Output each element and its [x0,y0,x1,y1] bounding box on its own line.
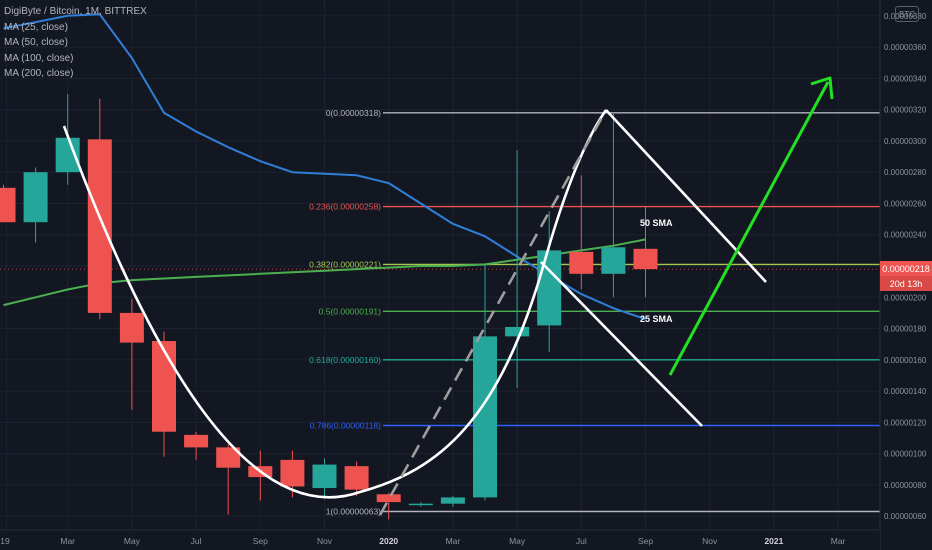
green-arrow-shaft [668,81,830,376]
current-price-badge: 0.00000218 [880,261,932,276]
fib-level-label: 0.618(0.00000160) [309,355,381,365]
candle-body[interactable] [633,248,658,270]
channel-line-lower [540,261,703,427]
sma-annotation: 50 SMA [640,218,673,228]
countdown-badge: 20d 13h [880,276,932,291]
price-tick-label: 0.00000320 [884,106,927,115]
time-tick-label: Jul [576,536,587,546]
time-tick-label: Mar [60,536,75,546]
candle-body[interactable] [280,459,305,487]
indicator-ma100[interactable]: MA (100, close) [4,52,74,64]
currency-toggle-button[interactable]: BTC [895,6,919,22]
price-tick-label: 0.00000260 [884,199,927,208]
candle-body[interactable] [408,503,433,506]
candle-body[interactable] [440,497,465,504]
candle-body[interactable] [505,326,530,337]
candle-body[interactable] [376,494,401,503]
indicator-ma200[interactable]: MA (200, close) [4,68,74,79]
price-tick-label: 0.00000140 [884,387,927,396]
price-tick-label: 0.00000380 [884,12,927,21]
fib-level-label: 0.382(0.00000221) [309,259,381,269]
symbol-title[interactable]: DigiByte / Bitcoin, 1M, BITTREX [4,6,147,17]
candle-body[interactable] [601,247,626,274]
candle-body[interactable] [184,434,209,448]
price-tick-label: 0.00000100 [884,450,927,459]
time-tick-label: Sep [253,536,268,546]
candle-body[interactable] [87,139,112,313]
price-tick-label: 0.00000080 [884,481,927,490]
price-tick-label: 0.00000300 [884,137,927,146]
candle-body[interactable] [312,464,337,489]
time-tick-label: Mar [831,536,846,546]
candle-body[interactable] [152,341,176,432]
price-tick-label: 0.00000280 [884,168,927,177]
time-tick-label: 2021 [764,536,783,546]
indicator-ma50[interactable]: MA (50, close) [4,37,68,48]
time-axis[interactable] [0,530,880,550]
price-tick-label: 0.00000200 [884,293,927,302]
cup-curve [62,109,608,499]
time-tick-label: May [124,536,141,546]
sma-annotation: 25 SMA [640,314,673,324]
candle-body[interactable] [344,466,369,490]
candle-body[interactable] [216,447,241,468]
fib-level-label: 0.5(0.00000191) [319,306,382,316]
price-tick-label: 0.00000240 [884,231,927,240]
price-tick-label: 0.00000340 [884,74,927,83]
time-tick-label: Nov [317,536,333,546]
price-tick-label: 0.00000360 [884,43,927,52]
dashed-trend-line [378,111,607,516]
chart-legend: DigiByte / Bitcoin, 1M, BITTREX MA (25, … [4,4,147,82]
time-tick-label: Jul [191,536,202,546]
time-tick-label: Nov [702,536,718,546]
candle-body[interactable] [23,172,48,223]
candle-body[interactable] [119,312,144,343]
candle-body[interactable] [55,137,80,173]
candle-body[interactable] [0,187,16,223]
time-tick-label: Sep [638,536,653,546]
channel-line-upper [605,109,767,283]
fib-level-label: 0.236(0.00000258) [309,202,381,212]
fib-level-label: 1(0.00000063) [326,506,381,516]
time-tick-label: Mar [446,536,461,546]
fib-level-label: 0(0.00000318) [326,108,381,118]
fib-level-label: 0.786(0.00000118) [310,420,381,430]
time-tick-label: 2020 [379,536,398,546]
green-arrow-head [810,76,834,100]
price-tick-label: 0.00000060 [884,512,927,521]
time-tick-label: 19 [0,536,10,546]
candle-body[interactable] [537,250,562,326]
candle-body[interactable] [569,251,594,274]
candle-body[interactable] [473,336,497,498]
indicator-ma25[interactable]: MA (25, close) [4,21,68,33]
price-tick-label: 0.00000120 [884,418,927,427]
price-tick-label: 0.00000160 [884,356,927,365]
price-tick-label: 0.00000180 [884,325,927,334]
time-tick-label: May [509,536,526,546]
